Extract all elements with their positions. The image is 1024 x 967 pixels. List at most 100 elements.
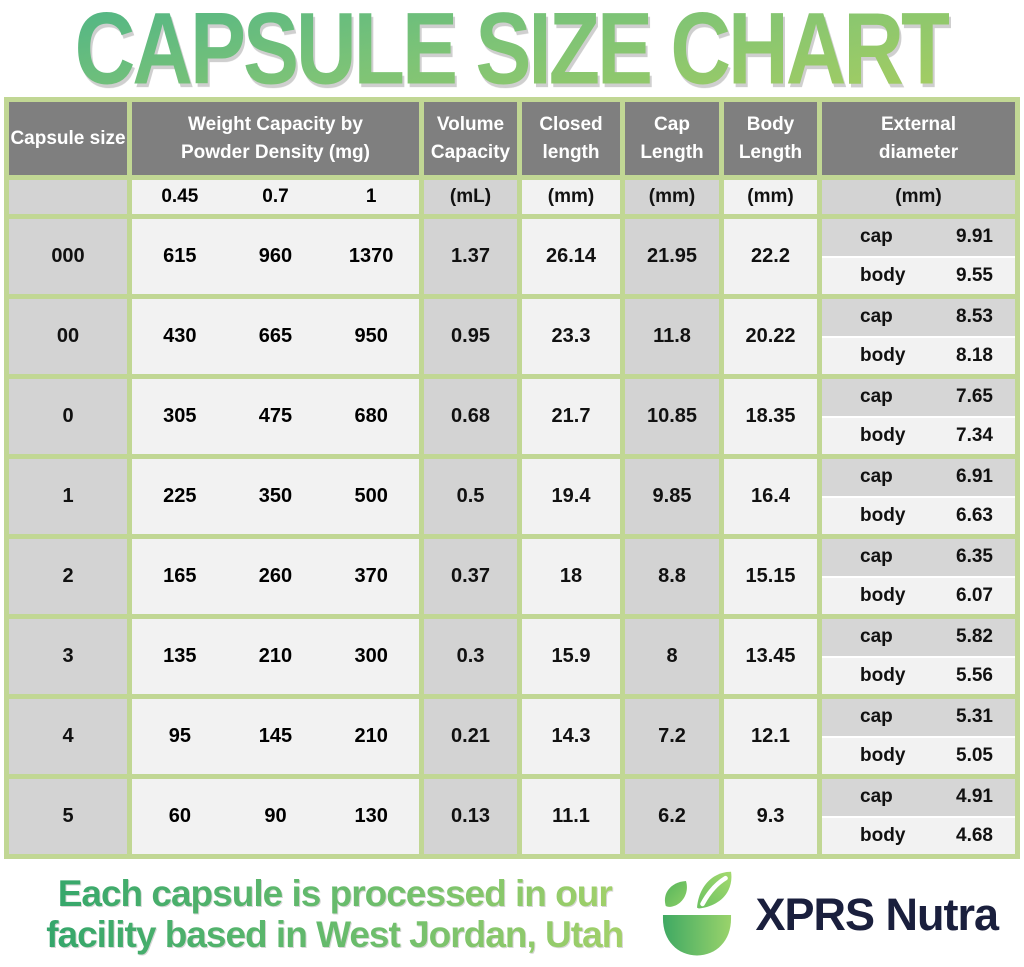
units-external-diameter: (mm) bbox=[822, 180, 1015, 214]
cap-diameter-value: 8.53 bbox=[956, 306, 993, 328]
col-header-body-length: Body Length bbox=[724, 102, 817, 175]
cap-diameter-value: 5.82 bbox=[956, 626, 993, 648]
weight-capacity-cell: 615 960 1370 bbox=[132, 219, 419, 294]
col-header-external-diameter: External diameter bbox=[822, 102, 1015, 175]
cap-label: cap bbox=[860, 546, 893, 568]
cap-diameter-row: cap 4.91 bbox=[822, 779, 1015, 816]
closed-length-cell: 15.9 bbox=[522, 619, 620, 694]
footer-note: Each capsule is processed in our facilit… bbox=[18, 874, 651, 955]
units-volume: (mL) bbox=[424, 180, 517, 214]
cap-diameter-value: 9.91 bbox=[956, 226, 993, 248]
capsule-size-cell: 00 bbox=[9, 299, 127, 374]
weight-045-value: 615 bbox=[163, 245, 197, 267]
body-length-cell: 22.2 bbox=[724, 219, 817, 294]
cap-diameter-value: 4.91 bbox=[956, 786, 993, 808]
weight-045-value: 135 bbox=[163, 645, 197, 667]
weight-045-value: 165 bbox=[163, 565, 197, 587]
cap-label: cap bbox=[860, 306, 893, 328]
capsule-size-cell: 000 bbox=[9, 219, 127, 294]
col-header-capsule-size: Capsule size bbox=[9, 102, 127, 175]
closed-length-cell: 19.4 bbox=[522, 459, 620, 534]
body-label: body bbox=[860, 504, 906, 526]
capsule-size-table: Capsule size Weight Capacity by Powder D… bbox=[4, 97, 1020, 859]
body-diameter-value: 7.34 bbox=[956, 424, 993, 446]
units-cap-length: (mm) bbox=[625, 180, 719, 214]
cap-label: cap bbox=[860, 626, 893, 648]
capsule-size-cell: 5 bbox=[9, 779, 127, 854]
capsule-size-cell: 1 bbox=[9, 459, 127, 534]
closed-length-cell: 11.1 bbox=[522, 779, 620, 854]
cap-length-cell: 8.8 bbox=[625, 539, 719, 614]
weight-07-value: 960 bbox=[258, 245, 293, 267]
table-row: 0 305 475 680 0.68 21.7 10.85 18.35 cap … bbox=[9, 379, 1015, 454]
col-header-cap-length: Cap Length bbox=[625, 102, 719, 175]
weight-1-value: 680 bbox=[354, 405, 388, 427]
external-diameter-cell: cap 5.82 body 5.56 bbox=[822, 619, 1015, 694]
weight-capacity-cell: 225 350 500 bbox=[132, 459, 419, 534]
cap-diameter-row: cap 7.65 bbox=[822, 379, 1015, 416]
left-leaf bbox=[665, 880, 688, 907]
weight-07-value: 475 bbox=[258, 405, 293, 427]
weight-1-value: 1370 bbox=[348, 245, 394, 267]
table-row: 00 430 665 950 0.95 23.3 11.8 20.22 cap … bbox=[9, 299, 1015, 374]
weight-capacity-cell: 60 90 130 bbox=[132, 779, 419, 854]
brand-name: XPRS Nutra bbox=[755, 889, 999, 940]
table-row: 000 615 960 1370 1.37 26.14 21.95 22.2 c… bbox=[9, 219, 1015, 294]
weight-1-value: 130 bbox=[354, 805, 388, 827]
volume-cell: 0.95 bbox=[424, 299, 517, 374]
external-diameter-cell: cap 5.31 body 5.05 bbox=[822, 699, 1015, 774]
col-header-volume-capacity: Volume Capacity bbox=[424, 102, 517, 175]
body-diameter-row: body 6.07 bbox=[822, 577, 1015, 614]
units-capsule-size bbox=[9, 180, 127, 214]
page-title: CAPSULE SIZE CHART bbox=[0, 0, 1024, 105]
capsule-size-cell: 4 bbox=[9, 699, 127, 774]
units-density-045: 0.45 bbox=[161, 186, 199, 207]
volume-cell: 0.37 bbox=[424, 539, 517, 614]
units-closed-length: (mm) bbox=[522, 180, 620, 214]
table-row: 4 95 145 210 0.21 14.3 7.2 12.1 cap 5.31… bbox=[9, 699, 1015, 774]
table-header-row: Capsule size Weight Capacity by Powder D… bbox=[9, 102, 1015, 175]
cap-label: cap bbox=[860, 706, 893, 728]
cap-diameter-value: 6.35 bbox=[956, 546, 993, 568]
cap-diameter-row: cap 6.35 bbox=[822, 539, 1015, 576]
units-body-length: (mm) bbox=[724, 180, 817, 214]
cap-diameter-value: 7.65 bbox=[956, 386, 993, 408]
cap-length-cell: 9.85 bbox=[625, 459, 719, 534]
external-diameter-cell: cap 9.91 body 9.55 bbox=[822, 219, 1015, 294]
body-diameter-value: 5.05 bbox=[956, 744, 993, 766]
weight-07-value: 665 bbox=[258, 325, 293, 347]
cap-length-cell: 10.85 bbox=[625, 379, 719, 454]
body-label: body bbox=[860, 664, 906, 686]
cap-length-cell: 7.2 bbox=[625, 699, 719, 774]
cap-length-cell: 6.2 bbox=[625, 779, 719, 854]
table-row: 1 225 350 500 0.5 19.4 9.85 16.4 cap 6.9… bbox=[9, 459, 1015, 534]
external-diameter-cell: cap 6.35 body 6.07 bbox=[822, 539, 1015, 614]
weight-045-value: 225 bbox=[163, 485, 197, 507]
weight-07-value: 210 bbox=[258, 645, 293, 667]
body-length-cell: 15.15 bbox=[724, 539, 817, 614]
body-label: body bbox=[860, 584, 906, 606]
body-length-cell: 18.35 bbox=[724, 379, 817, 454]
footer-note-line1: Each capsule is processed in our bbox=[57, 873, 612, 915]
weight-capacity-cell: 135 210 300 bbox=[132, 619, 419, 694]
body-label: body bbox=[860, 264, 906, 286]
weight-07-value: 145 bbox=[258, 725, 293, 747]
cap-diameter-row: cap 8.53 bbox=[822, 299, 1015, 336]
capsule-size-cell: 0 bbox=[9, 379, 127, 454]
cap-label: cap bbox=[860, 226, 893, 248]
weight-capacity-cell: 305 475 680 bbox=[132, 379, 419, 454]
page-title-text: CAPSULE SIZE CHART bbox=[75, 0, 953, 108]
weight-045-value: 430 bbox=[163, 325, 197, 347]
volume-cell: 0.13 bbox=[424, 779, 517, 854]
cap-length-cell: 21.95 bbox=[625, 219, 719, 294]
table-units-row: 0.45 0.7 1 (mL) (mm) (mm) (mm) (mm) bbox=[9, 180, 1015, 214]
body-diameter-value: 9.55 bbox=[956, 264, 993, 286]
body-length-cell: 16.4 bbox=[724, 459, 817, 534]
body-length-cell: 9.3 bbox=[724, 779, 817, 854]
cap-diameter-row: cap 6.91 bbox=[822, 459, 1015, 496]
volume-cell: 1.37 bbox=[424, 219, 517, 294]
units-density-1: 1 bbox=[365, 186, 377, 207]
cap-label: cap bbox=[860, 386, 893, 408]
units-density-07: 0.7 bbox=[262, 186, 289, 207]
body-diameter-row: body 8.18 bbox=[822, 337, 1015, 374]
